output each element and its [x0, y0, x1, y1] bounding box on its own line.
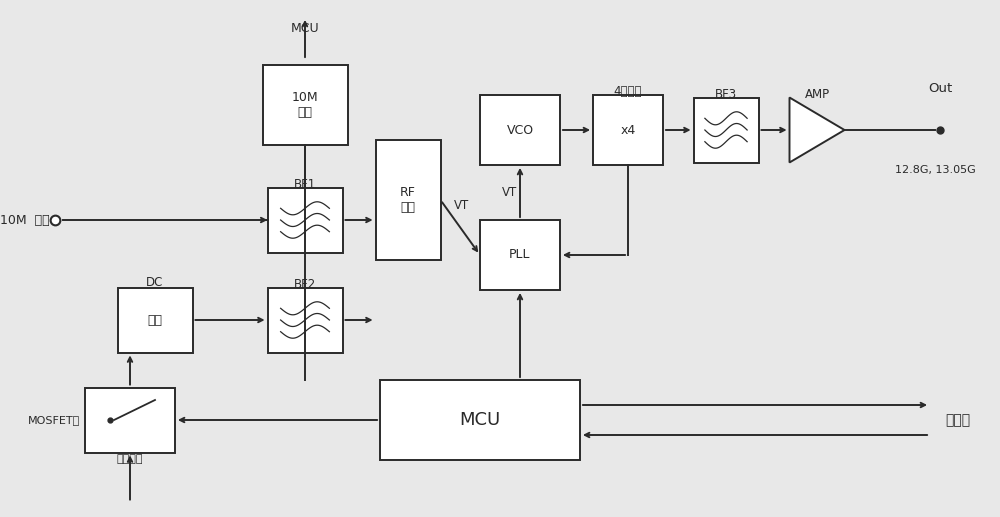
Text: 上位机: 上位机 [945, 413, 970, 427]
Text: PLL: PLL [509, 249, 531, 262]
Text: BF2: BF2 [294, 278, 316, 291]
Text: BF3: BF3 [715, 87, 737, 100]
Text: MCU: MCU [459, 411, 501, 429]
Bar [118, 287, 192, 353]
Polygon shape [790, 98, 844, 162]
Text: 10M
检测: 10M 检测 [292, 91, 318, 119]
Text: x4: x4 [620, 124, 636, 136]
Text: 10M  外参: 10M 外参 [0, 214, 50, 226]
Bar [380, 380, 580, 460]
Text: 晶振: 晶振 [148, 313, 162, 327]
Text: DC: DC [146, 276, 164, 288]
Text: MOSFET管: MOSFET管 [28, 415, 80, 425]
Bar [262, 65, 348, 145]
Text: MCU: MCU [291, 22, 319, 35]
Text: Out: Out [928, 82, 952, 95]
Text: 直流供电: 直流供电 [117, 454, 143, 464]
Bar [85, 388, 175, 452]
Text: VT: VT [502, 186, 517, 199]
Bar [694, 98, 759, 162]
Text: VT: VT [454, 199, 470, 212]
Text: 4倍频器: 4倍频器 [614, 85, 642, 98]
Text: 12.8G, 13.05G: 12.8G, 13.05G [895, 165, 975, 175]
Text: AMP: AMP [804, 87, 830, 100]
Text: RF
开关: RF 开关 [400, 186, 416, 214]
Bar [593, 95, 663, 165]
Text: BF1: BF1 [294, 177, 316, 190]
Text: VCO: VCO [506, 124, 534, 136]
Bar [376, 140, 440, 260]
Bar [480, 95, 560, 165]
Bar [268, 287, 342, 353]
Bar [480, 220, 560, 290]
Bar [268, 188, 342, 252]
